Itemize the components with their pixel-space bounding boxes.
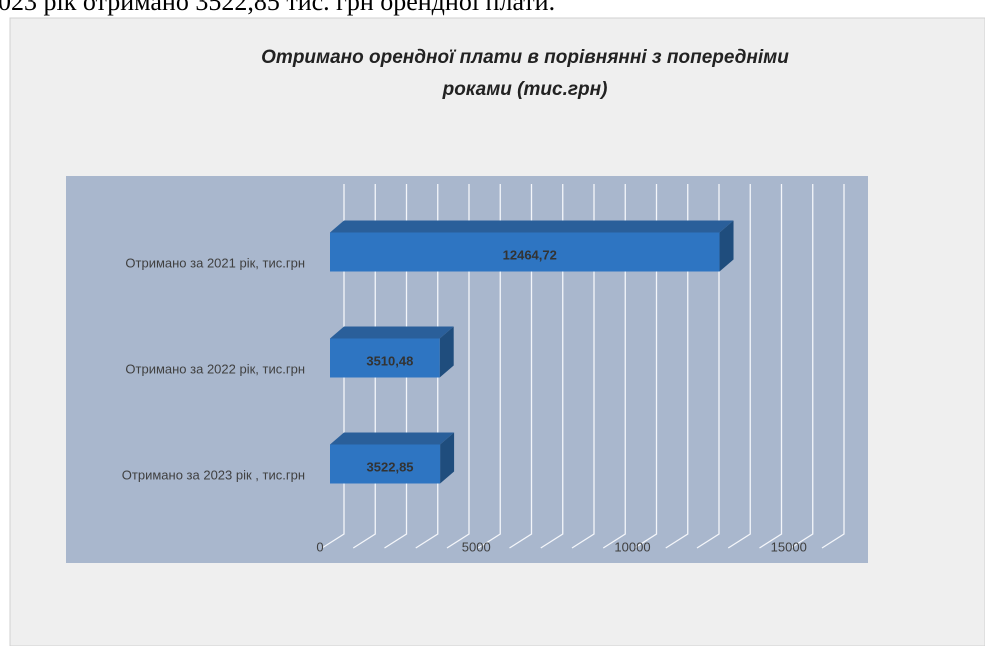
grid-line xyxy=(571,184,595,549)
header-text: 023 рік отримано 3522,85 тис. грн орендн… xyxy=(0,0,555,16)
y-tick-label: Отримано за 2023 рік , тис.грн xyxy=(122,467,305,482)
grid-line xyxy=(727,184,751,549)
grid-line xyxy=(352,184,376,549)
chart-title-text: Отримано орендної плати в порівнянні з п… xyxy=(261,47,789,100)
bar xyxy=(330,338,440,378)
bar xyxy=(330,444,441,484)
value-label: 12464,72 xyxy=(503,247,557,262)
bar-side xyxy=(439,326,454,378)
grid-line xyxy=(696,184,720,549)
grid-line xyxy=(665,184,689,549)
bar-top xyxy=(330,220,734,233)
x-tick-label: 15000 xyxy=(771,539,807,554)
grid-line xyxy=(602,184,626,549)
bar-side xyxy=(440,432,455,484)
grid-line xyxy=(446,184,470,549)
grid-line xyxy=(759,184,783,549)
value-label: 3510,48 xyxy=(366,353,413,368)
grid-line xyxy=(477,184,501,549)
grid-line xyxy=(384,184,408,549)
grid-line xyxy=(509,184,533,549)
y-tick-label: Отримано за 2021 рік, тис.грн xyxy=(125,255,305,270)
grid-line xyxy=(634,184,658,549)
bar-side xyxy=(719,220,734,272)
chart-title: Отримано орендної плати в порівнянні з п… xyxy=(261,47,789,100)
bar xyxy=(330,232,720,272)
y-tick-label: Отримано за 2022 рік, тис.грн xyxy=(125,361,305,376)
grid-line xyxy=(540,184,564,549)
grid-line xyxy=(321,184,345,549)
bar-top xyxy=(330,432,455,445)
grid-line xyxy=(821,184,845,549)
grid-line xyxy=(790,184,814,549)
x-tick-label: 5000 xyxy=(462,539,491,554)
value-label: 3522,85 xyxy=(367,459,414,474)
grid-line xyxy=(415,184,439,549)
x-tick-label: 10000 xyxy=(614,539,650,554)
bar-top xyxy=(330,326,454,339)
x-tick-label: 0 xyxy=(316,539,323,554)
